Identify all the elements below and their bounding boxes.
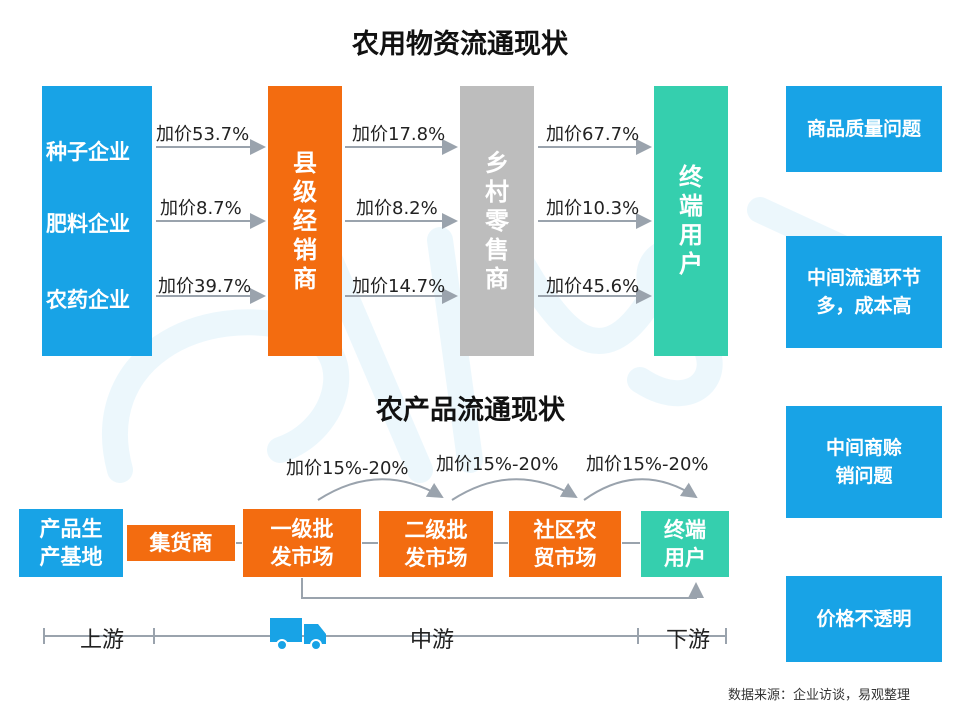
supplier-pesticide: 农药企业: [46, 288, 130, 312]
suppliers-box: 种子企业 肥料企业 农药企业: [42, 86, 152, 356]
issue-price-opacity-label: 价格不透明: [816, 608, 912, 630]
node-community-market: 社区农贸市场: [508, 510, 622, 578]
truck-icon: [270, 618, 326, 651]
node-community-market-label: 社区农贸市场: [533, 518, 597, 570]
source-note: 数据来源：企业访谈，易观整理: [728, 688, 911, 703]
issue-quality: 商品质量问题: [786, 86, 942, 172]
top-title: 农用物资流通现状: [352, 29, 568, 60]
arc-markup-1: [317, 478, 444, 501]
end-user-label-top: 终端用户: [679, 163, 703, 278]
markup-village-1: 加价67.7%: [546, 124, 640, 145]
village-retailer-box: 乡村零售商: [460, 86, 534, 356]
arc-markup-2: [451, 478, 578, 501]
markup-village-2: 加价10.3%: [546, 198, 640, 219]
node-production-base: 产品生产基地: [18, 508, 124, 578]
node-collector-label: 集货商: [149, 531, 213, 555]
markup-l1-to-l2: 加价15%-20%: [286, 458, 409, 479]
node-end-user-label: 终端用户: [664, 518, 706, 570]
bottom-title: 农产品流通现状: [376, 395, 565, 426]
issue-quality-label: 商品质量问题: [806, 118, 921, 140]
issue-many-links: 中间流通环节多，成本高: [786, 236, 942, 348]
village-retailer-label: 乡村零售商: [485, 148, 509, 293]
markup-l2-to-community: 加价15%-20%: [436, 454, 559, 475]
timeline-upstream: 上游: [80, 628, 125, 653]
node-production-base-label: 产品生产基地: [39, 517, 103, 569]
timeline-downstream: 下游: [666, 628, 711, 653]
supplier-seed: 种子企业: [46, 140, 130, 164]
markup-county-1: 加价17.8%: [352, 124, 446, 145]
node-collector: 集货商: [126, 524, 236, 562]
markup-seed: 加价53.7%: [156, 124, 250, 145]
markup-pesticide: 加价39.7%: [158, 276, 252, 297]
node-primary-market: 一级批发市场: [242, 508, 362, 578]
issue-many-links-label: 中间流通环节多，成本高: [806, 267, 921, 317]
node-secondary-market: 二级批发市场: [378, 510, 494, 578]
supplier-fertilizer: 肥料企业: [46, 212, 130, 236]
node-end-user: 终端用户: [640, 510, 730, 578]
end-user-box-top: 终端用户: [654, 86, 728, 356]
markup-fertilizer: 加价8.7%: [160, 198, 242, 219]
arc-markup-3: [583, 478, 698, 501]
node-secondary-market-label: 二级批发市场: [404, 518, 468, 570]
markup-village-3: 加价45.6%: [546, 276, 640, 297]
markup-county-2: 加价8.2%: [356, 198, 438, 219]
issue-credit-sales-label: 中间商赊销问题: [825, 437, 902, 487]
issue-price-opacity: 价格不透明: [786, 576, 942, 662]
county-distributor-label: 县级经销商: [293, 148, 317, 293]
timeline-midstream: 中游: [410, 628, 455, 653]
node-primary-market-label: 一级批发市场: [270, 517, 334, 569]
markup-community-to-user: 加价15%-20%: [586, 454, 709, 475]
bypass-l1-to-user: [301, 578, 704, 599]
markup-county-3: 加价14.7%: [352, 276, 446, 297]
issue-credit-sales: 中间商赊销问题: [786, 406, 942, 518]
county-distributor-box: 县级经销商: [268, 86, 342, 356]
